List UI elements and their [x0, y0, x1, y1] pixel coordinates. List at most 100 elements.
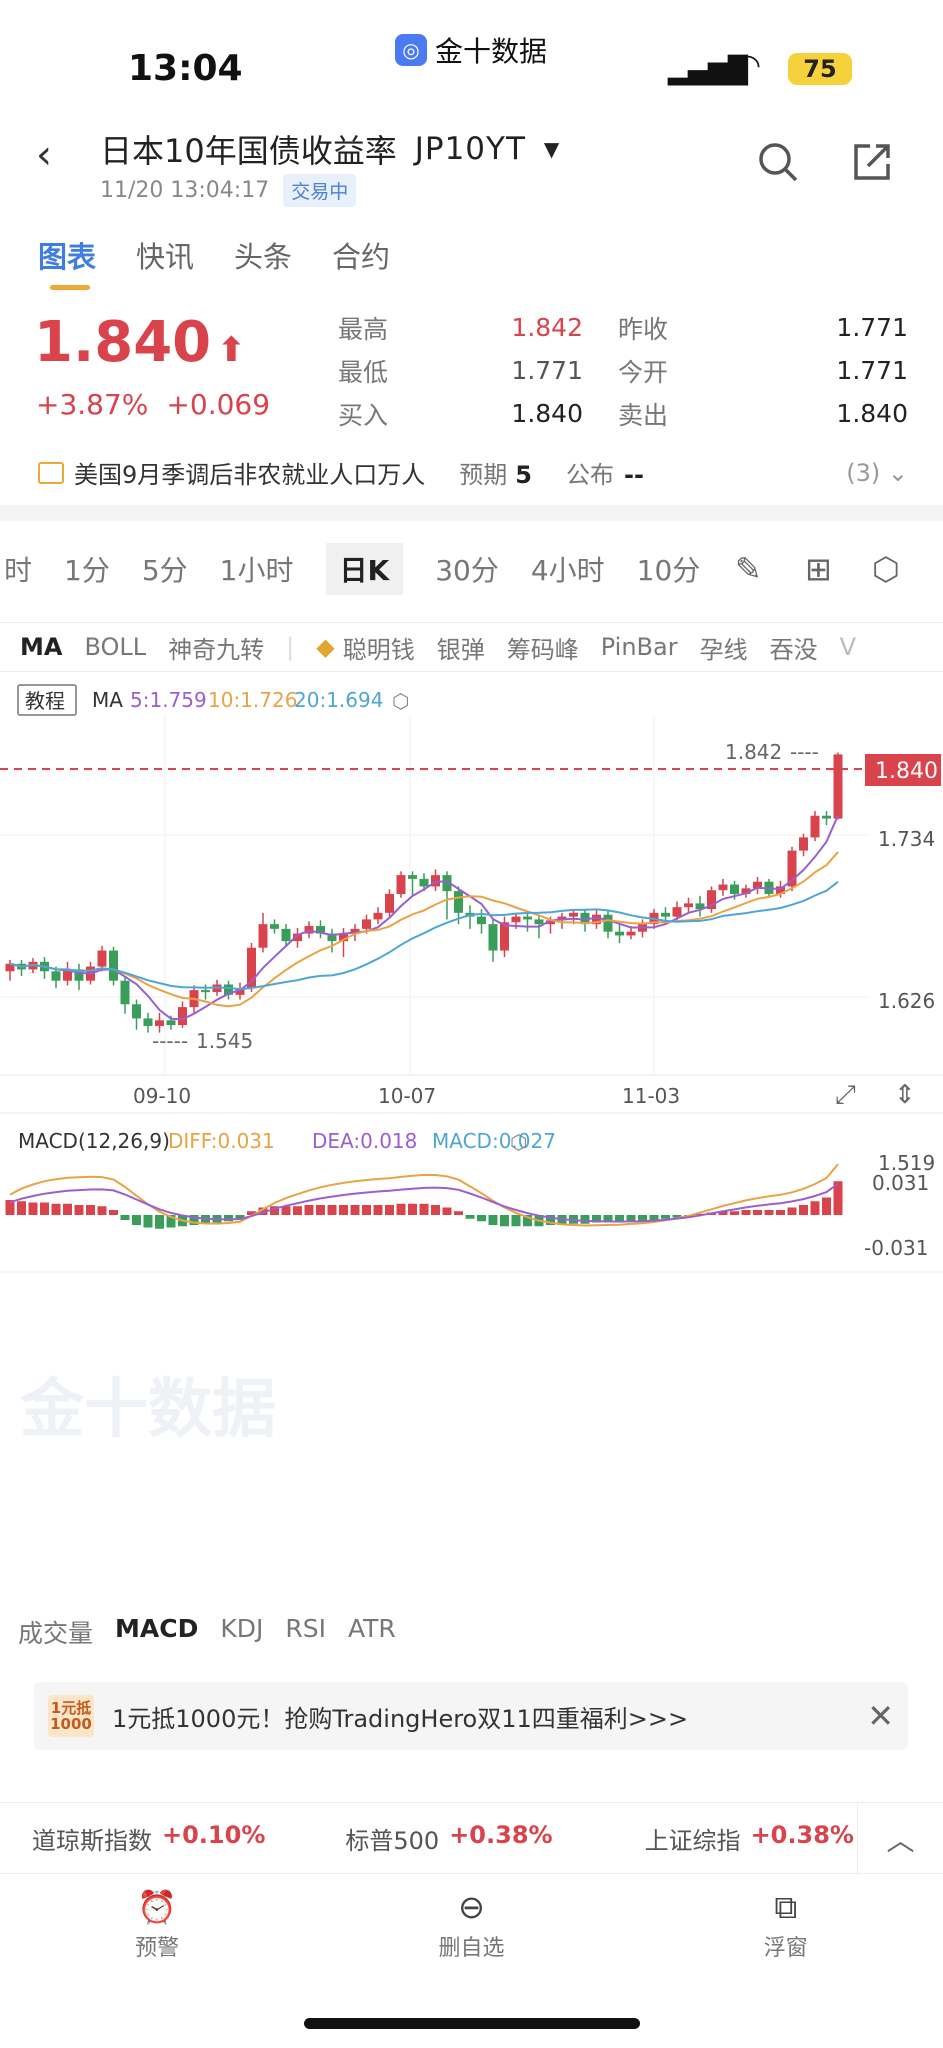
indicator-more[interactable]: V	[839, 633, 857, 661]
vertical-resize-icon[interactable]: ⇕	[894, 1080, 916, 1110]
watermark: 金十数据	[19, 1373, 276, 1447]
tutorial-button[interactable]: 教程	[25, 689, 65, 713]
macd-value: MACD:0.027	[432, 1129, 556, 1153]
macd-bar	[511, 1215, 521, 1227]
period-selector: 时 1分 5分 1小时 日K 30分 4小时 10分 ✎ ⊞ ⬡	[0, 540, 943, 598]
index-ticker[interactable]: 道琼斯指数 +0.10% 标普500 +0.38% 上证综指 +0.38% ︿	[0, 1802, 943, 1875]
candle-body	[833, 754, 843, 819]
tab-rsi[interactable]: RSI	[285, 1614, 326, 1643]
macd-bar	[626, 1215, 636, 1222]
indicator-silver-bullet[interactable]: 银弹	[436, 635, 485, 664]
sub-indicator-tabs: 成交量 MACD KDJ RSI ATR	[18, 1614, 396, 1650]
indicator-ma[interactable]: MA	[20, 633, 63, 661]
settings-hex-icon[interactable]: ⬡	[392, 689, 409, 713]
macd-bar	[718, 1211, 728, 1215]
macd-bar	[741, 1210, 751, 1215]
settings-hex-icon[interactable]: ⬡	[510, 1130, 527, 1154]
tab-contracts[interactable]: 合约	[332, 240, 391, 274]
indicator-engulfing[interactable]: 吞没	[769, 635, 818, 664]
candle-body	[166, 1020, 176, 1026]
indicator-pinbar[interactable]: PinBar	[600, 633, 678, 661]
price-change: +3.87% +0.069	[36, 388, 270, 421]
chevron-up-icon[interactable]: ︿	[857, 1803, 943, 1875]
float-window-icon: ⧉	[774, 1888, 798, 1926]
tab-macd[interactable]: MACD	[115, 1614, 199, 1643]
macd-bar	[419, 1203, 429, 1215]
macd-bar	[97, 1206, 107, 1215]
ma5-value: 5:1.759	[130, 688, 207, 712]
macd-bar	[247, 1211, 256, 1215]
nav-remove-watchlist[interactable]: ⊖ 删自选	[391, 1888, 551, 1988]
y-tick-label: 1.626	[878, 989, 935, 1013]
ma-legend: 教程 MA 5:1.759 10:1.726 20:1.694 ⬡	[17, 684, 409, 716]
candle-body	[718, 884, 728, 891]
macd-bar	[661, 1215, 670, 1219]
macd-diff: DIFF:0.031	[168, 1129, 275, 1153]
event-title: 美国9月季调后非农就业人口万人	[74, 461, 426, 489]
ticker-sp500[interactable]: 标普500 +0.38%	[345, 1821, 552, 1856]
economic-event[interactable]: 美国9月季调后非农就业人口万人 预期 5 公布 -- (3) ⌄	[38, 455, 908, 490]
macd-y-label: -0.031	[864, 1236, 928, 1260]
indicator-harami[interactable]: 孕线	[699, 635, 748, 664]
candle-body	[810, 815, 820, 838]
ticker-shanghai[interactable]: 上证综指 +0.38%	[645, 1821, 854, 1856]
candle-body	[684, 903, 693, 908]
ma-lines	[9, 814, 839, 1021]
candle-body	[799, 837, 808, 851]
event-count[interactable]: (3) ⌄	[846, 459, 908, 487]
period-tab[interactable]: 10分	[636, 554, 701, 587]
macd-bar	[730, 1211, 739, 1215]
page-title[interactable]: 日本10年国债收益率 JP10YT ▼	[100, 126, 559, 172]
nav-alert[interactable]: ⏰ 预警	[77, 1888, 237, 1988]
expand-icon[interactable]: ⤢	[835, 1080, 856, 1110]
y-axis-labels: 1.734 1.626 1.519	[878, 827, 935, 1175]
tab-atr[interactable]: ATR	[348, 1614, 396, 1643]
candle-body	[776, 886, 785, 894]
period-tab[interactable]: 4小时	[530, 554, 605, 587]
macd-bar	[51, 1203, 61, 1215]
quote-label: 最低	[338, 357, 389, 387]
period-tab-selected[interactable]: 日K	[325, 543, 404, 595]
back-icon[interactable]: ‹	[36, 132, 52, 178]
ma10-line	[9, 851, 839, 1008]
share-icon[interactable]	[850, 140, 894, 184]
grid-icon[interactable]: ⊞	[805, 550, 832, 588]
indicator-magic9[interactable]: 神奇九转	[168, 635, 265, 664]
tab-volume[interactable]: 成交量	[18, 1619, 94, 1648]
promo-banner[interactable]: 1元抵 1000 1元抵1000元！抢购TradingHero双11四重福利>>>…	[34, 1682, 908, 1750]
tutorial-button-box[interactable]	[17, 684, 77, 716]
event-count-label: (3)	[846, 458, 881, 487]
tab-headlines[interactable]: 头条	[234, 240, 293, 274]
candle-body	[580, 912, 590, 925]
close-icon[interactable]: ✕	[867, 1697, 894, 1735]
settings-hex-icon[interactable]: ⬡	[872, 550, 900, 588]
period-tab[interactable]: 1小时	[219, 554, 294, 587]
search-icon[interactable]	[756, 140, 800, 184]
candle-body	[224, 984, 233, 995]
ticker-dow[interactable]: 道琼斯指数 +0.10%	[32, 1821, 265, 1856]
macd-bar	[270, 1206, 279, 1215]
tab-news[interactable]: 快讯	[136, 240, 195, 274]
candle-body	[293, 933, 302, 942]
candlestick-chart[interactable]: 金十数据 教程 MA 5:1.759 10:1.726 20:1.694 ⬡ 1…	[0, 675, 943, 1605]
macd-bar	[500, 1215, 509, 1227]
tab-kdj[interactable]: KDJ	[220, 1614, 264, 1643]
period-tab[interactable]: 5分	[141, 554, 188, 587]
macd-bar	[166, 1215, 176, 1228]
period-tab[interactable]: 30分	[435, 554, 499, 587]
indicator-chip-peak[interactable]: 筹码峰	[506, 635, 579, 664]
x-tick-label: 11-03	[622, 1084, 680, 1108]
ticker-name: 上证综指	[644, 1826, 741, 1855]
tab-chart[interactable]: 图表	[38, 234, 96, 290]
battery-indicator: 75	[788, 53, 852, 85]
period-tab[interactable]: 1分	[64, 554, 110, 587]
period-tab[interactable]: 时	[4, 554, 33, 587]
indicator-boll[interactable]: BOLL	[84, 633, 147, 661]
macd-bar	[258, 1207, 268, 1215]
event-publish: 公布 --	[566, 455, 644, 490]
nav-float-window[interactable]: ⧉ 浮窗	[706, 1888, 866, 1988]
draw-tool-icon[interactable]: ✎	[735, 550, 762, 588]
ma20-value: 20:1.694	[294, 688, 383, 712]
macd-label: MACD(12,26,9)	[18, 1129, 170, 1153]
indicator-smart-money[interactable]: 聪明钱	[342, 635, 415, 664]
